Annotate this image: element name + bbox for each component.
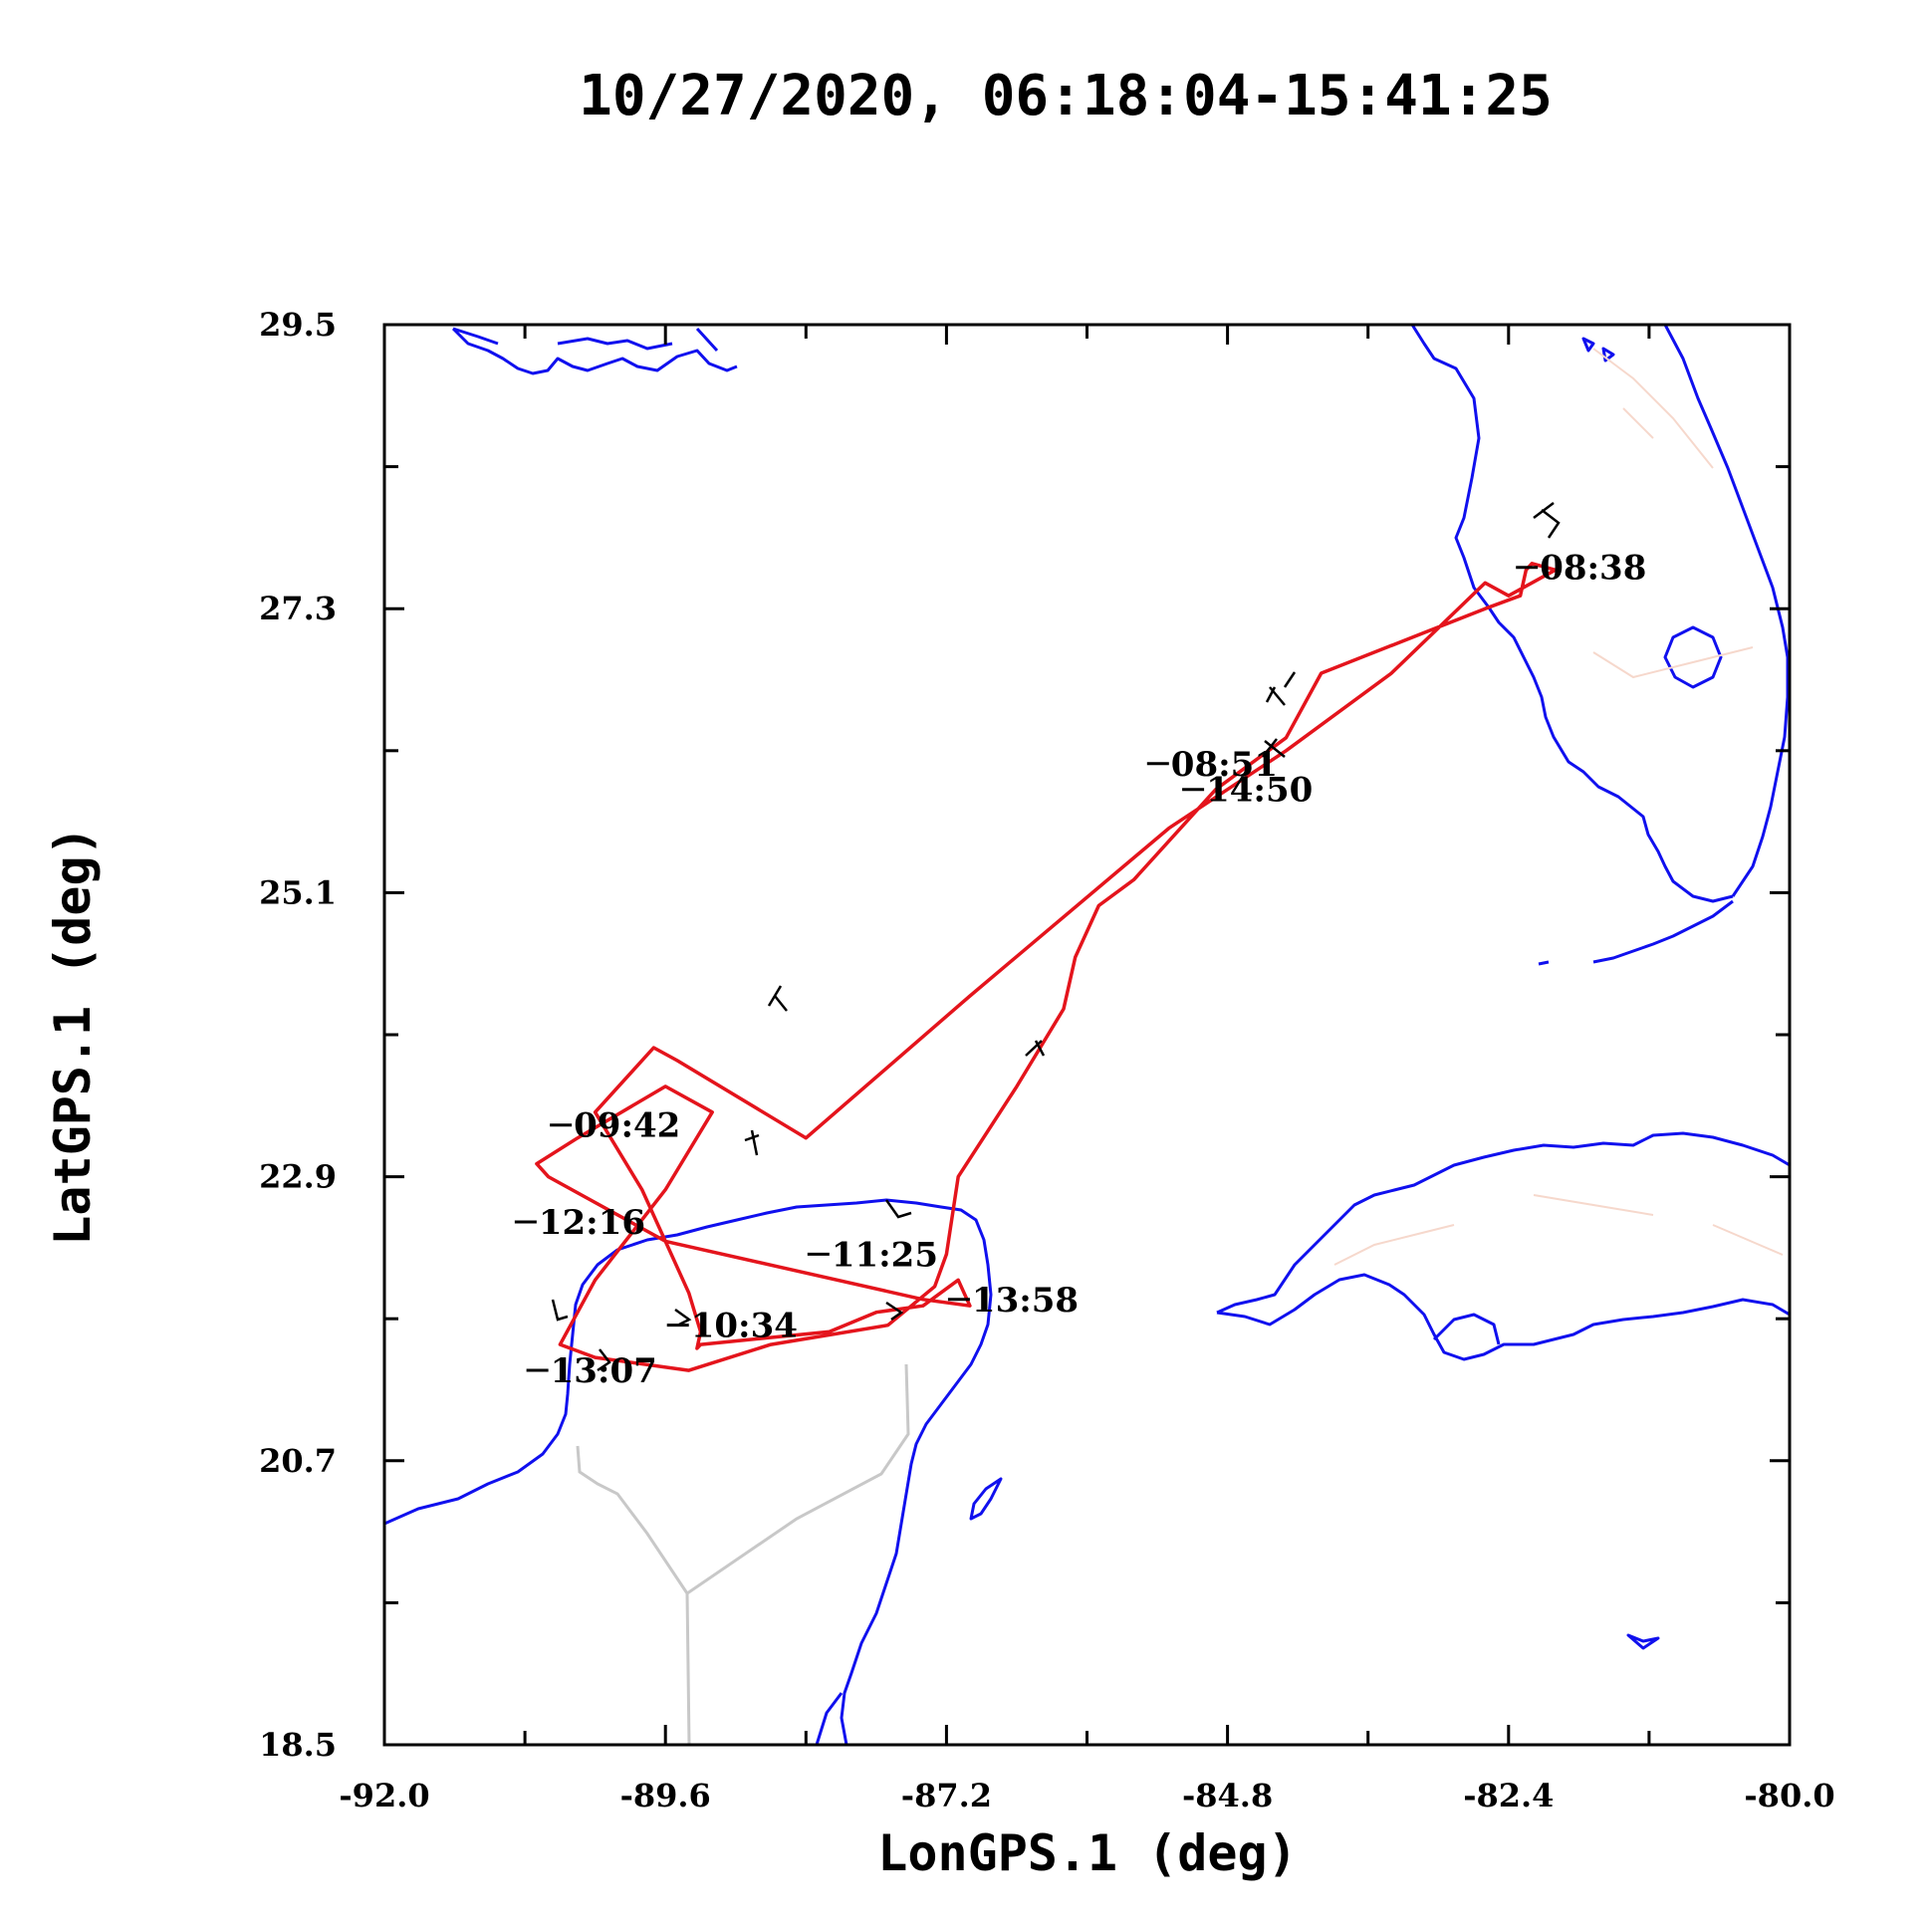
- axis-ticks: -92.0 -89.6 -87.2 -84.8 -82.4 -80.0 18.5 20.7 22…: [259, 306, 1835, 1814]
- wind-barb: [674, 1308, 692, 1327]
- flight-track-line: [535, 562, 1557, 1372]
- x-tick-label: -80.0: [1744, 1777, 1834, 1814]
- y-tick-label: 22.9: [259, 1158, 337, 1196]
- wind-barb: [1025, 1040, 1046, 1057]
- coastline-florida-west: [1410, 325, 1734, 903]
- track-layer: [535, 562, 1557, 1372]
- island-small: [1581, 337, 1615, 362]
- time-label: 13:58: [972, 1281, 1079, 1321]
- border-yucatan: [576, 1363, 910, 1745]
- coastline-cuba: [1216, 1131, 1790, 1361]
- wind-barb: [1283, 671, 1297, 688]
- wind-barb: [597, 1348, 611, 1372]
- map-layer: [384, 325, 1790, 1745]
- border-cuba: [1333, 1194, 1784, 1266]
- wind-barb: [551, 1299, 569, 1322]
- time-label: 09:42: [574, 1106, 680, 1146]
- coastline-belize: [815, 1692, 844, 1745]
- y-tick-label: 29.5: [259, 306, 337, 344]
- coastline-florida-east: [1663, 325, 1790, 897]
- plot-frame: [382, 323, 1792, 1747]
- coastline-florida-keys: [1538, 899, 1734, 966]
- x-axis-label: LonGPS.1 (deg): [877, 1824, 1297, 1882]
- x-tick-label: -82.4: [1463, 1777, 1554, 1814]
- time-label: 14:50: [1206, 771, 1313, 811]
- wind-barb: [1262, 738, 1286, 758]
- wind-barb: [744, 1129, 760, 1156]
- y-tick-label: 27.3: [259, 590, 337, 627]
- time-label: 08:38: [1540, 549, 1646, 589]
- time-label: 13:07: [551, 1351, 657, 1391]
- x-tick-label: -84.8: [1182, 1777, 1273, 1814]
- x-tick-label: -87.2: [901, 1777, 992, 1814]
- time-label: 08:51: [1171, 745, 1278, 785]
- coastline-yucatan: [384, 1198, 993, 1745]
- y-tick-label: 25.1: [259, 873, 337, 911]
- wind-barb: [885, 1301, 904, 1322]
- coastline-cozumel: [969, 1477, 1003, 1521]
- border-florida: [1592, 348, 1754, 679]
- time-label: 10:34: [691, 1307, 798, 1346]
- coastline-louisiana: [451, 327, 738, 375]
- lake-okeechobee: [1663, 625, 1723, 689]
- wind-barbs: [551, 502, 1561, 1372]
- wind-barb: [1265, 686, 1286, 706]
- wind-barb: [1533, 502, 1561, 539]
- y-axis-label: LatGPS.1 (deg): [44, 826, 102, 1245]
- time-label: 12:16: [539, 1203, 645, 1243]
- y-tick-label: 18.5: [259, 1726, 337, 1764]
- time-label: 11:25: [832, 1235, 938, 1275]
- wind-barb: [767, 985, 788, 1012]
- wind-barb: [884, 1199, 912, 1219]
- x-tick-label: -92.0: [339, 1777, 429, 1814]
- y-tick-label: 20.7: [259, 1442, 337, 1480]
- chart-title: 10/27/2020, 06:18:04-15:41:25: [579, 64, 1553, 128]
- x-tick-label: -89.6: [620, 1777, 711, 1814]
- island-cayman: [1626, 1633, 1660, 1650]
